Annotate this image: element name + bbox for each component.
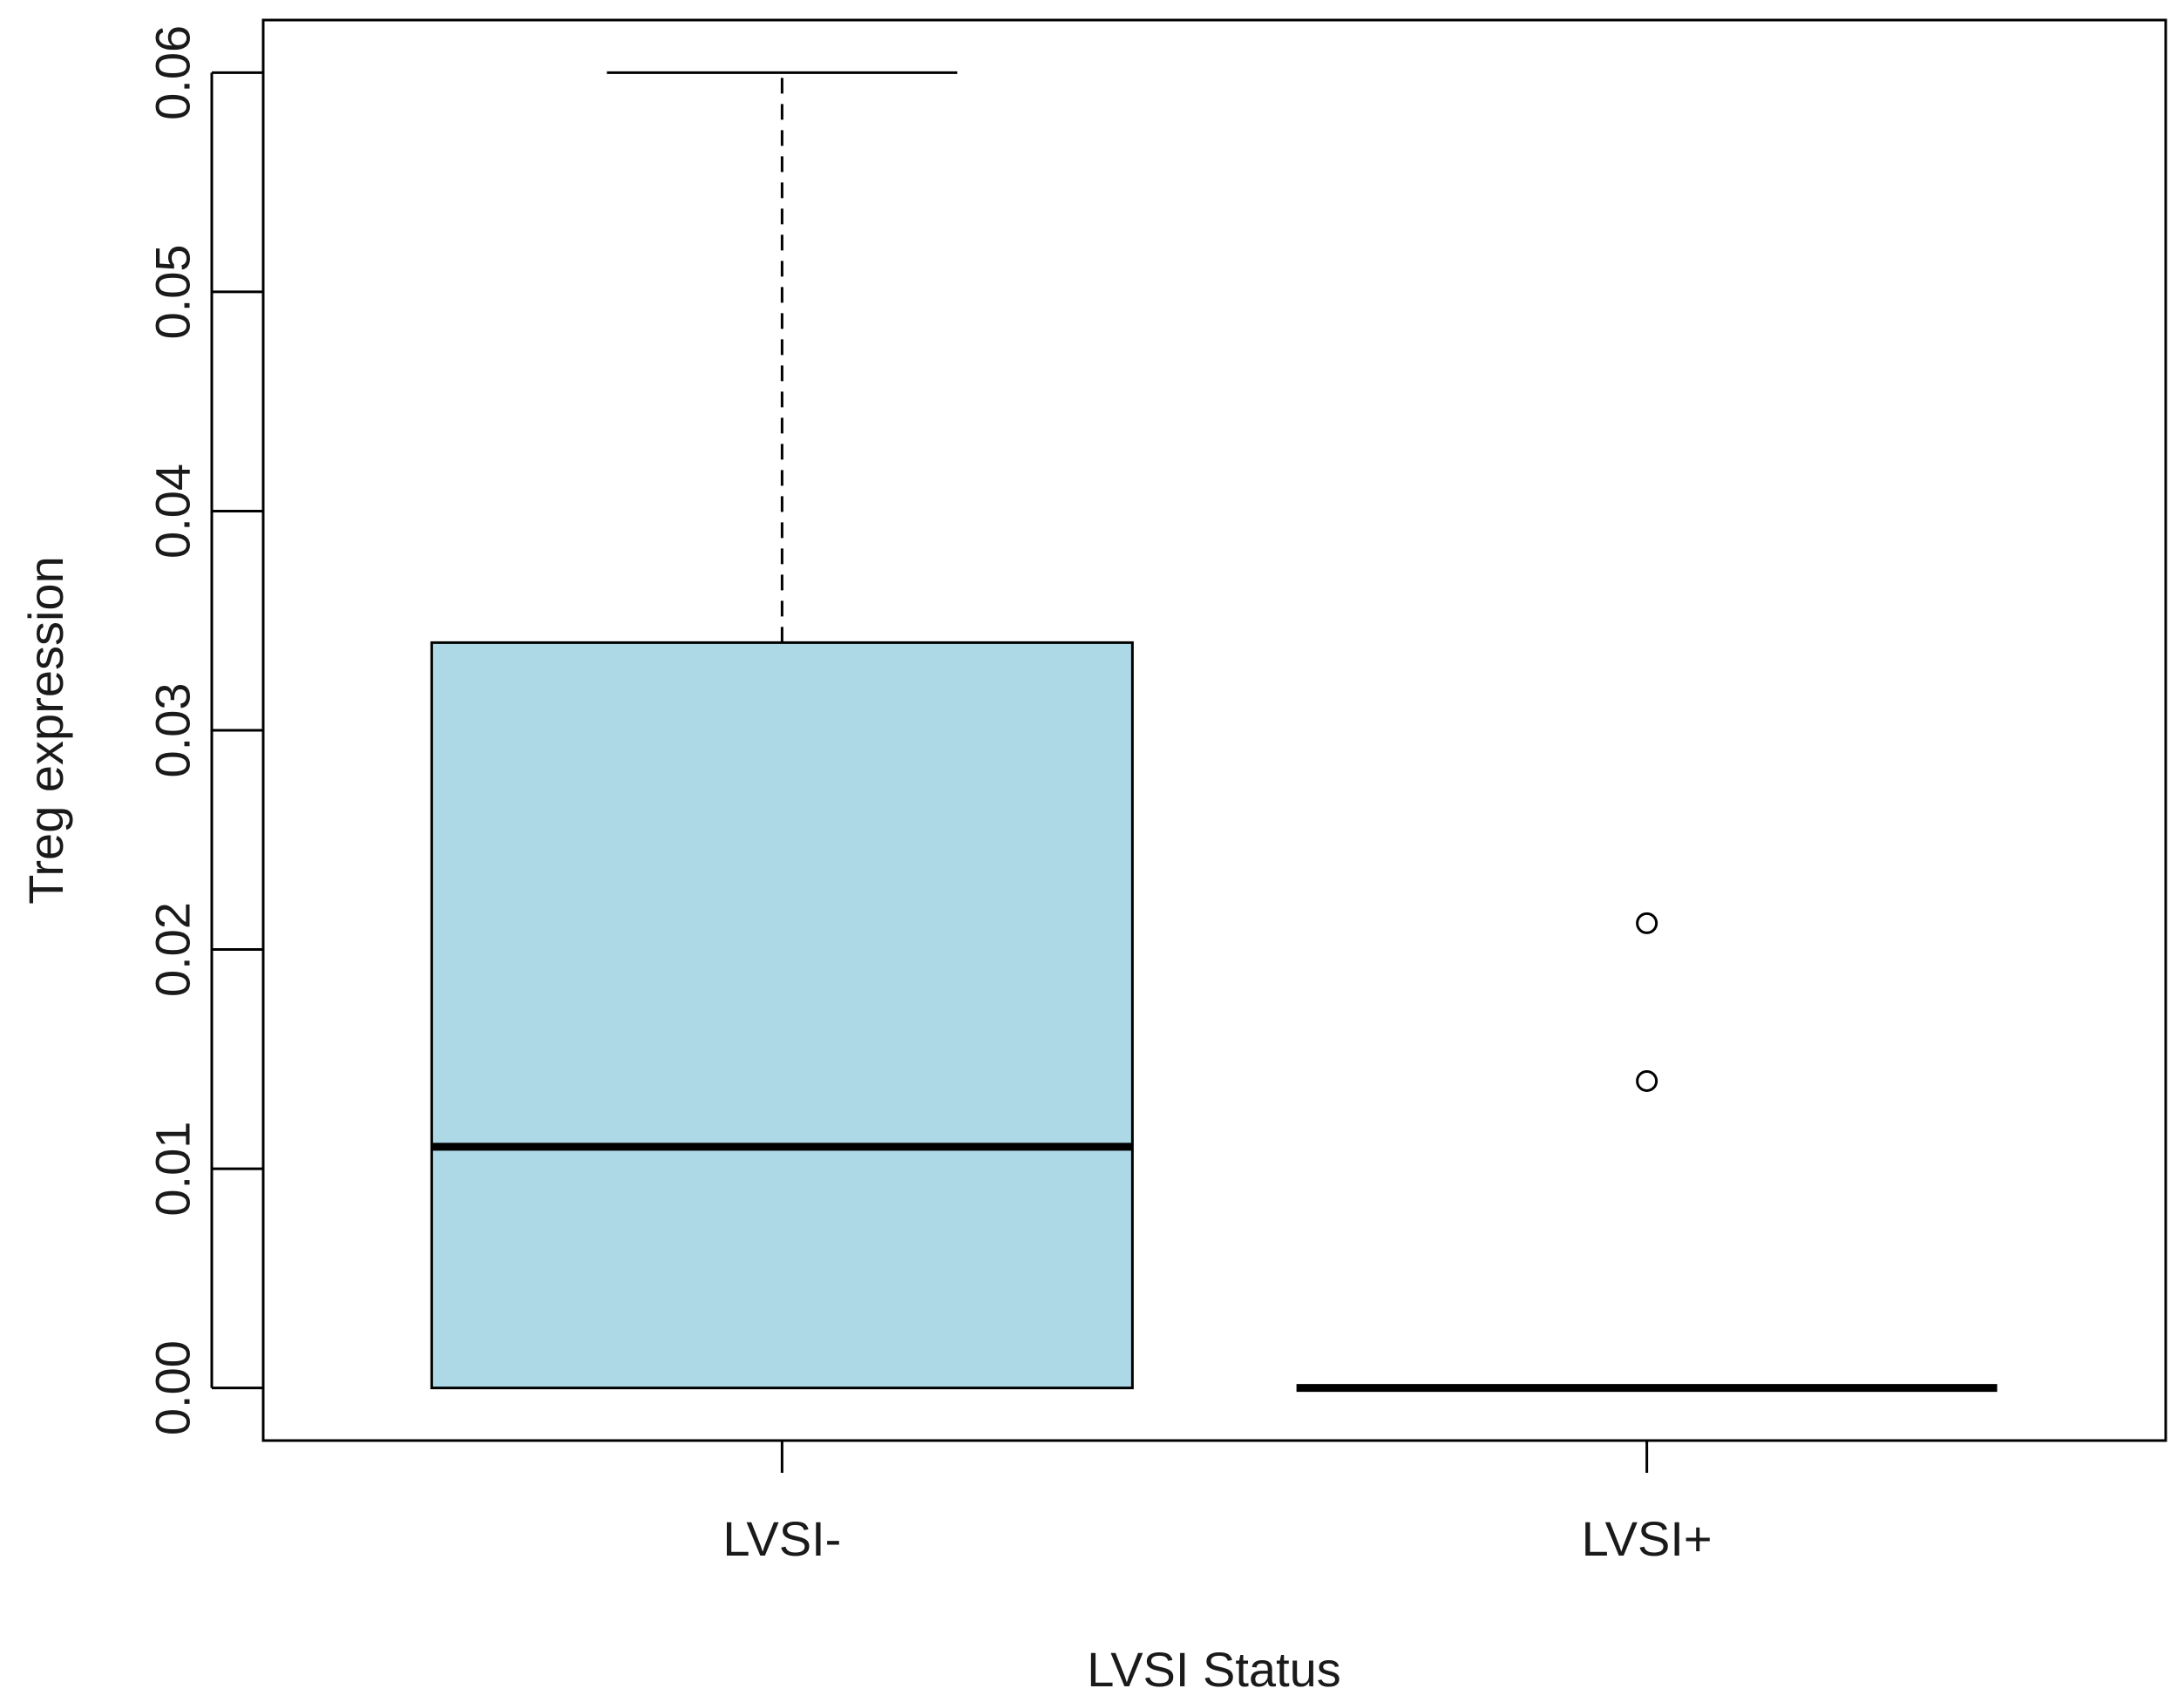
outlier-point [1636,1069,1658,1092]
y-axis: 0.00 0.01 0.02 0.03 0.04 0.05 0.06 [146,25,263,1435]
x-axis: LVSI- LVSI+ [722,1441,1713,1566]
x-tick-label: LVSI- [722,1511,841,1566]
outlier-point [1636,912,1658,934]
y-axis-label: Treg expression [18,556,73,904]
y-tick-label: 0.04 [146,464,200,559]
box-group-LVSI- [430,71,1134,1390]
boxes-layer [430,71,1997,1393]
x-axis-label: LVSI Status [1087,1642,1341,1697]
y-tick-label: 0.05 [146,244,200,339]
x-tick-label: LVSI+ [1582,1511,1713,1566]
y-tick-label: 0.01 [146,1122,200,1217]
iqr-box [430,641,1134,1390]
y-tick-label: 0.06 [146,25,200,120]
y-tick-label: 0.00 [146,1340,200,1435]
y-tick-label: 0.02 [146,902,200,997]
box-group-LVSI+ [1296,912,1997,1393]
y-tick-label: 0.03 [146,683,200,778]
